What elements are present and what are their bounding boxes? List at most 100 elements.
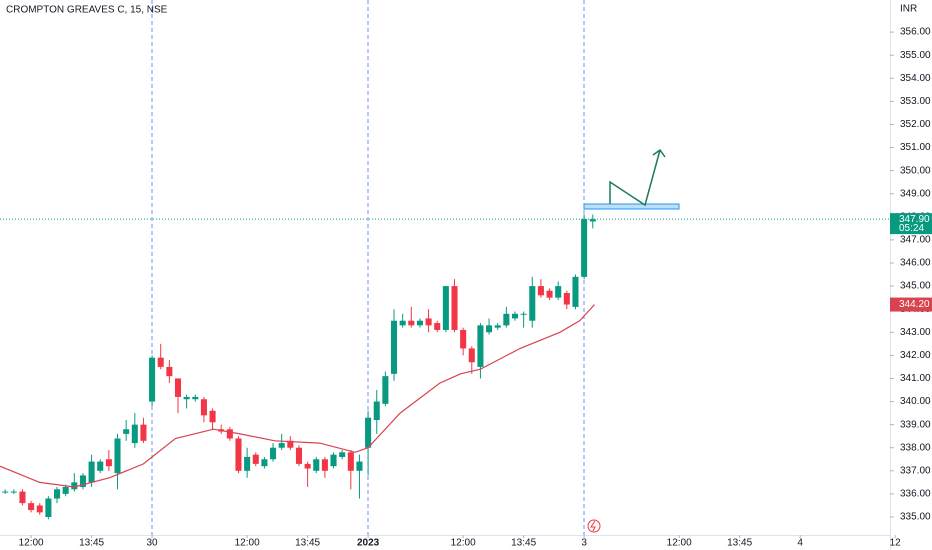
y-tick-label: 341.00: [900, 373, 931, 384]
candle-body: [131, 424, 138, 444]
candle-body: [183, 396, 190, 400]
candle-body: [563, 293, 570, 305]
y-tick-label: 351.00: [900, 142, 931, 153]
candle-body: [252, 454, 259, 464]
candle-body: [295, 447, 302, 464]
x-tick-label: 12: [890, 538, 902, 549]
candle-body: [373, 401, 380, 421]
x-tick-label: 12:00: [19, 538, 44, 549]
candle-body: [97, 461, 104, 471]
x-tick-label: 2023: [357, 538, 380, 549]
y-tick-label: 337.00: [900, 465, 931, 476]
candle-body: [244, 456, 251, 471]
x-tick-label: 12:00: [235, 538, 260, 549]
y-tick-label: 349.00: [900, 188, 931, 199]
candle-body: [520, 313, 527, 315]
candle-body: [339, 452, 346, 457]
currency-label: INR: [900, 4, 917, 15]
y-tick-label: 350.00: [900, 165, 931, 176]
drawing-box: [583, 203, 680, 210]
candle-body: [468, 348, 475, 363]
candle-body: [555, 286, 562, 298]
candle-body: [356, 461, 363, 471]
y-tick-label: 340.00: [900, 396, 931, 407]
candle-body: [503, 313, 510, 326]
candle-body: [365, 417, 372, 448]
candle-body: [313, 459, 320, 471]
candle-body: [460, 329, 467, 349]
candle-body: [425, 318, 432, 326]
candle-body: [399, 320, 406, 326]
x-tick-label: 12:00: [451, 538, 476, 549]
candle-body: [261, 459, 268, 467]
candle-body: [105, 459, 112, 467]
chart-title: CROMPTON GREAVES C, 15, NSE: [6, 5, 168, 16]
candle-body: [36, 505, 43, 513]
candle-body: [477, 325, 484, 367]
last-price-tag: [890, 213, 932, 235]
candle-body: [434, 323, 441, 330]
y-tick-label: 347.00: [900, 235, 931, 246]
y-tick-label: 352.00: [900, 119, 931, 130]
x-tick-label: 4: [797, 538, 803, 549]
candle-body: [192, 396, 199, 400]
y-tick-label: 356.00: [900, 27, 931, 38]
x-tick-label: 13:45: [727, 538, 752, 549]
candle-body: [581, 219, 588, 277]
candle-body: [486, 325, 493, 333]
x-tick-label: 13:45: [79, 538, 104, 549]
candle-body: [2, 491, 9, 493]
candle-body: [71, 482, 78, 490]
last-price-label: 347.90: [899, 214, 930, 225]
candle-body: [382, 376, 389, 404]
candle-body: [451, 286, 458, 330]
candle-body: [416, 320, 423, 326]
candle-body: [321, 459, 328, 471]
candle-body: [494, 325, 501, 328]
y-tick-label: 342.00: [900, 350, 931, 361]
candle-body: [209, 410, 216, 423]
event-icon-bolt: [590, 520, 596, 532]
candle-body: [529, 286, 536, 321]
y-tick-label: 343.00: [900, 327, 931, 338]
candle-body: [287, 440, 294, 448]
x-tick-label: 12:00: [667, 538, 692, 549]
candle-body: [79, 475, 86, 487]
candle-body: [511, 313, 519, 319]
candle-body: [200, 399, 207, 416]
x-tick-label: 3: [581, 538, 587, 549]
drawing-arrow: [609, 148, 666, 207]
candle-body: [54, 489, 61, 499]
candle-body: [330, 454, 337, 467]
event-icon: [587, 519, 601, 533]
candle-body: [390, 320, 398, 374]
candle-body: [166, 366, 173, 377]
ma-price-label: 344.20: [899, 299, 930, 310]
y-tick-label: 335.00: [900, 512, 931, 523]
candle-body: [278, 443, 285, 448]
candle-body: [88, 461, 95, 483]
candle-body: [347, 452, 354, 471]
candle-body: [235, 438, 242, 471]
y-tick-label: 353.00: [900, 96, 931, 107]
candle-body: [546, 290, 553, 298]
x-tick-label: 13:45: [511, 538, 536, 549]
candle-body: [226, 429, 233, 439]
candle-body: [442, 286, 449, 330]
candle-body: [114, 438, 121, 474]
y-tick-label: 345.00: [900, 281, 931, 292]
candle-body: [45, 498, 52, 517]
candle-body: [140, 424, 147, 441]
candle-body: [62, 486, 69, 494]
countdown-label: 05:24: [899, 223, 924, 234]
candle-body: [589, 219, 596, 222]
ma-price-tag: [890, 297, 932, 312]
x-tick-label: 30: [147, 538, 159, 549]
moving-average: [0, 304, 595, 488]
y-tick-label: 338.00: [900, 442, 931, 453]
candle-body: [10, 491, 17, 493]
candle-body: [149, 357, 156, 402]
